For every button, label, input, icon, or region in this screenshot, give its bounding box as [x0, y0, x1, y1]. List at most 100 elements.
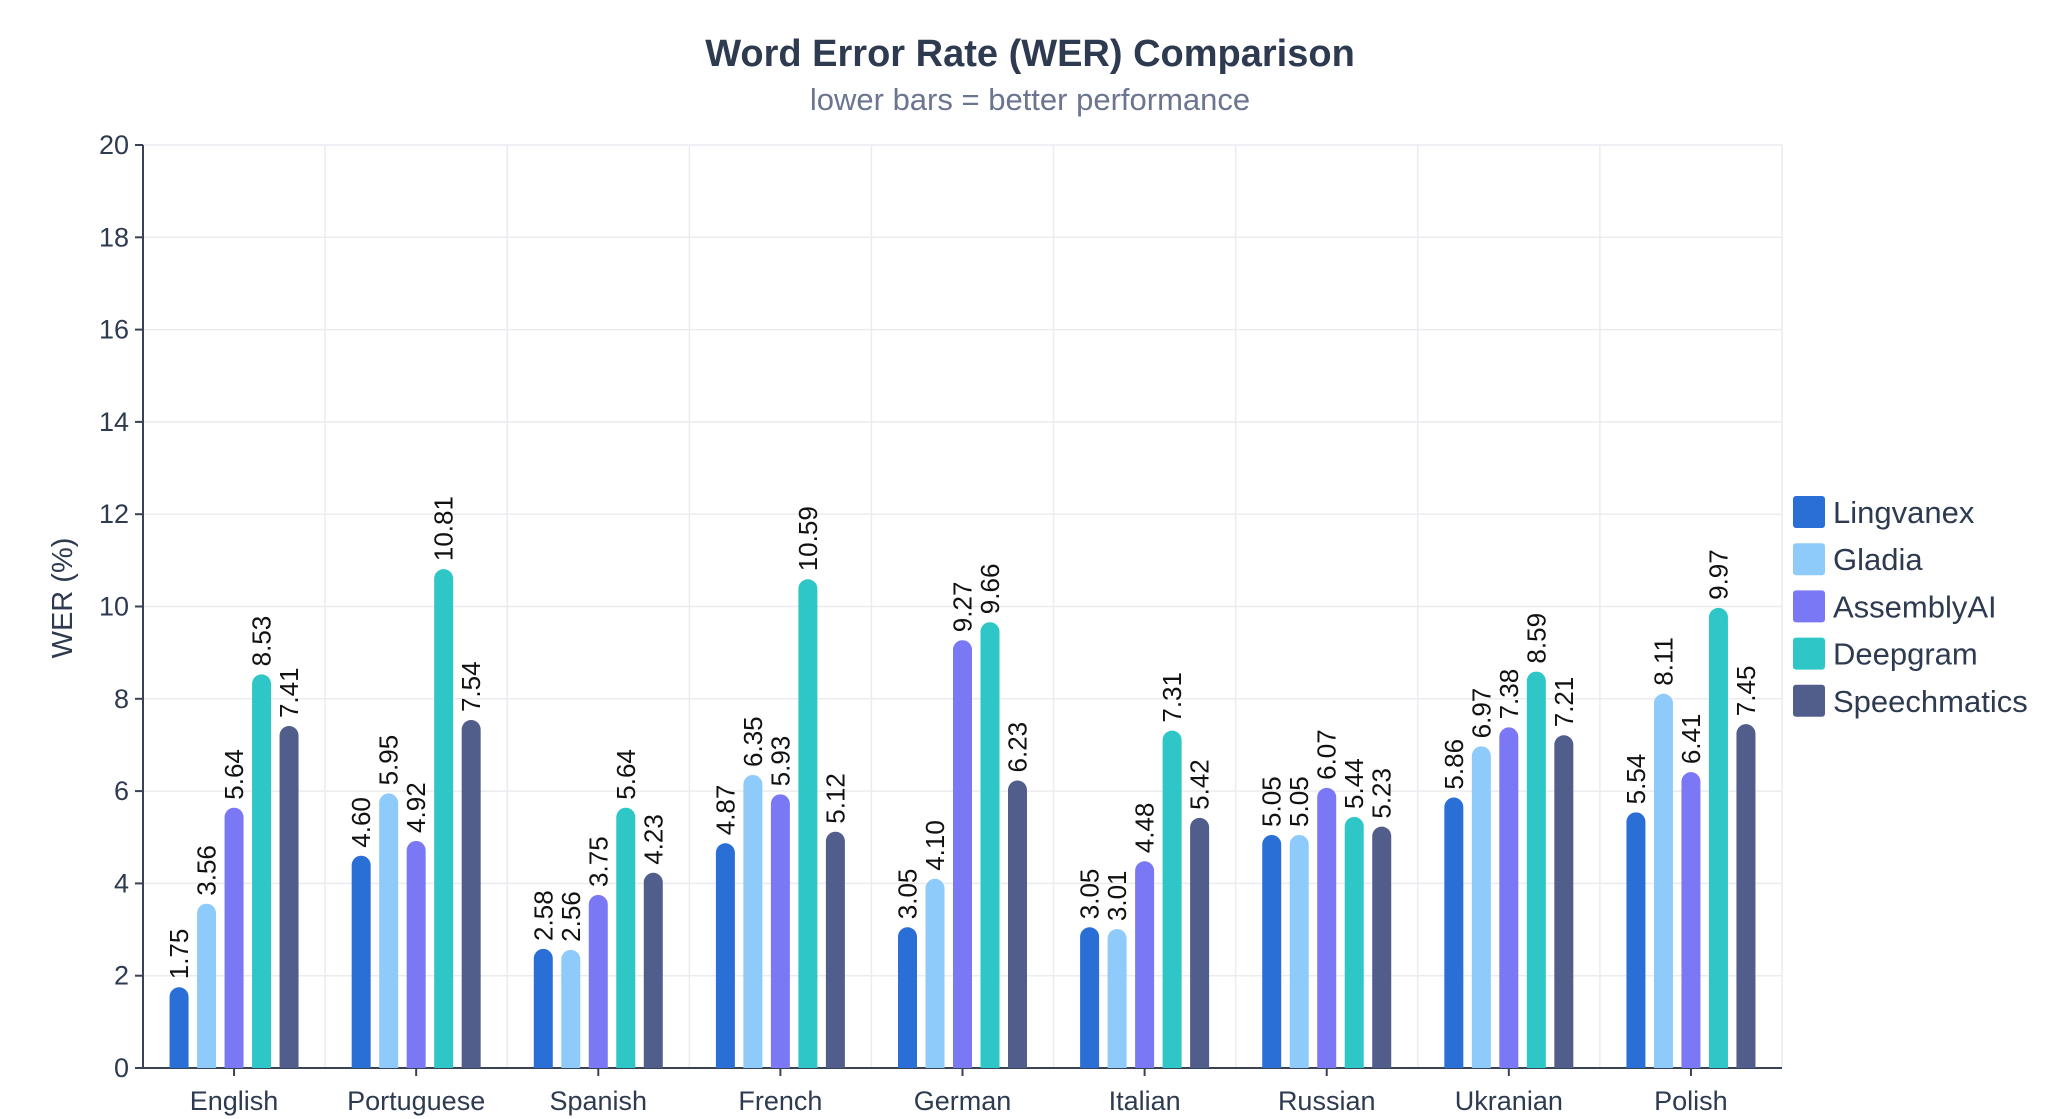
- bar-speechmatics-german: [1008, 780, 1027, 1068]
- chart-title: Word Error Rate (WER) Comparison: [705, 33, 1355, 75]
- y-tick-label: 6: [114, 776, 129, 806]
- data-label: 3.56: [192, 845, 222, 896]
- bar-lingvanex-english: [169, 987, 189, 1068]
- bar-deepgram-italian: [1162, 730, 1182, 1068]
- data-label: 7.38: [1494, 669, 1524, 720]
- bar-assemblyai-english: [224, 807, 244, 1068]
- x-tick-label: German: [914, 1086, 1012, 1116]
- data-label: 8.53: [247, 616, 277, 667]
- data-label: 1.75: [164, 929, 194, 980]
- data-label: 3.05: [893, 869, 923, 920]
- data-label: 10.59: [793, 506, 823, 571]
- legend-swatch: [1793, 684, 1825, 717]
- bar-gladia-spanish: [561, 949, 581, 1068]
- y-tick-label: 2: [114, 961, 129, 991]
- data-label: 5.64: [219, 749, 249, 800]
- data-label: 9.97: [1703, 549, 1733, 600]
- y-tick-label: 16: [99, 315, 129, 345]
- gridlines: [143, 144, 1783, 1068]
- bar-deepgram-russian: [1344, 816, 1364, 1068]
- bar-deepgram-spanish: [616, 807, 636, 1068]
- data-label: 8.59: [1521, 613, 1551, 664]
- y-tick-label: 0: [114, 1053, 129, 1083]
- data-label: 2.56: [556, 891, 586, 942]
- bar-speechmatics-ukranian: [1554, 735, 1574, 1068]
- data-label: 3.05: [1075, 869, 1105, 920]
- bar-deepgram-german: [980, 622, 1000, 1068]
- legend-label: Speechmatics: [1833, 684, 2028, 719]
- legend-swatch: [1793, 496, 1825, 528]
- data-label: 7.31: [1157, 672, 1187, 723]
- x-tick-label: Spanish: [549, 1086, 647, 1116]
- bar-gladia-english: [197, 903, 217, 1068]
- data-label: 5.05: [1284, 776, 1314, 827]
- x-tick-label: English: [190, 1086, 279, 1116]
- bar-gladia-german: [925, 878, 945, 1068]
- y-tick-label: 8: [114, 684, 129, 714]
- y-tick-label: 4: [114, 868, 129, 898]
- data-label: 9.27: [948, 582, 978, 633]
- data-label: 5.44: [1339, 758, 1369, 809]
- data-label: 5.42: [1185, 759, 1215, 810]
- bar-lingvanex-spanish: [533, 948, 553, 1068]
- x-tick-label: French: [738, 1086, 822, 1116]
- bar-speechmatics-italian: [1190, 817, 1210, 1068]
- data-label: 6.23: [1003, 722, 1033, 773]
- data-label: 6.41: [1676, 714, 1706, 765]
- legend-swatch: [1793, 637, 1825, 670]
- bar-lingvanex-portuguese: [351, 855, 371, 1068]
- x-tick-label: Ukranian: [1455, 1086, 1563, 1116]
- data-label: 2.58: [528, 890, 558, 941]
- data-label: 5.23: [1367, 768, 1397, 819]
- data-labels: 1.75 3.56 5.64 8.537.41 4.60 5.954.92 10.81 7.5…: [164, 496, 1761, 979]
- legend-swatch: [1793, 590, 1825, 623]
- bar-deepgram-ukranian: [1526, 671, 1546, 1068]
- bar-deepgram-english: [252, 674, 272, 1068]
- bar-deepgram-polish: [1708, 607, 1728, 1068]
- x-tick-label: Portuguese: [347, 1086, 485, 1116]
- chart-subtitle: lower bars = better performance: [810, 82, 1250, 117]
- bar-speechmatics-portuguese: [461, 720, 481, 1068]
- legend-swatch: [1793, 543, 1825, 576]
- bar-speechmatics-polish: [1736, 724, 1756, 1068]
- bar-lingvanex-italian: [1080, 927, 1100, 1068]
- data-label: 7.54: [456, 661, 486, 712]
- bar-gladia-portuguese: [379, 793, 399, 1068]
- bar-lingvanex-ukranian: [1444, 797, 1464, 1068]
- bar-gladia-ukranian: [1471, 746, 1491, 1068]
- bar-gladia-italian: [1107, 929, 1127, 1068]
- legend-label: Gladia: [1833, 542, 1923, 577]
- legend: Lingvanex Gladia AssemblyAI Deepgram Speechm…: [1793, 495, 2028, 719]
- data-label: 4.10: [920, 820, 950, 871]
- bar-speechmatics-english: [279, 726, 299, 1068]
- legend-label: Deepgram: [1833, 637, 1978, 672]
- data-label: 6.35: [738, 716, 768, 767]
- data-label: 8.11: [1648, 637, 1678, 686]
- data-label: 5.54: [1621, 754, 1651, 805]
- data-label: 9.66: [975, 564, 1005, 615]
- data-label: 10.81: [429, 496, 459, 561]
- y-tick-label: 10: [99, 592, 129, 622]
- bar-assemblyai-german: [953, 640, 972, 1068]
- data-label: 4.48: [1130, 803, 1160, 854]
- y-tick-label: 14: [99, 407, 129, 437]
- bar-assemblyai-portuguese: [406, 840, 426, 1068]
- y-tick-label: 18: [99, 222, 129, 252]
- bar-lingvanex-french: [715, 843, 735, 1068]
- data-label: 6.97: [1466, 688, 1496, 739]
- bar-speechmatics-russian: [1372, 826, 1392, 1068]
- data-label: 4.87: [710, 785, 740, 836]
- bar-deepgram-portuguese: [434, 569, 454, 1068]
- bar-assemblyai-polish: [1681, 772, 1701, 1068]
- legend-label: AssemblyAI: [1833, 589, 1997, 624]
- bar-assemblyai-ukranian: [1499, 727, 1519, 1068]
- data-label: 3.01: [1102, 870, 1132, 921]
- data-label: 5.12: [820, 773, 850, 824]
- data-label: 4.60: [346, 797, 376, 848]
- bars: [169, 569, 1756, 1068]
- bar-assemblyai-russian: [1317, 787, 1337, 1068]
- data-label: 6.07: [1312, 729, 1342, 780]
- data-label: 5.05: [1257, 776, 1287, 827]
